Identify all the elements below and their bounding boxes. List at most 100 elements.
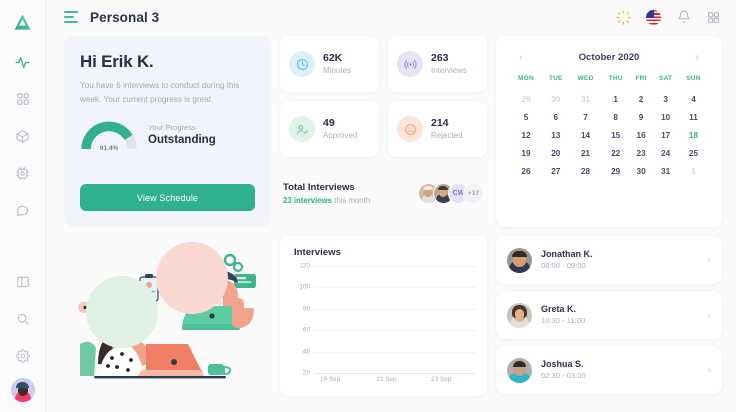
calendar-day[interactable]: 30 (551, 94, 561, 104)
chevron-right-icon[interactable]: › (707, 364, 711, 376)
calendar-day[interactable]: 28 (580, 167, 591, 177)
chart-title: Interviews (294, 247, 341, 258)
interviewee-name: Jonathan K. (541, 249, 593, 260)
stat-card-approved[interactable]: 49 Approved (280, 101, 379, 157)
illus-blob-green (86, 276, 158, 348)
calendar-day[interactable]: 23 (636, 149, 646, 159)
y-tick: 80 (302, 305, 310, 313)
sun-glyph (616, 9, 631, 25)
x-tick: 21 Sep (376, 376, 397, 383)
calendar-day[interactable]: 21 (580, 149, 591, 159)
chart-y-axis: 120 100 80 60 40 20 (290, 263, 312, 377)
stat-card-interviews[interactable]: 263 Interviews (388, 36, 487, 92)
calendar-day[interactable]: 1 (613, 94, 618, 104)
sidebar-item-activity[interactable] (8, 47, 38, 77)
stat-card-rejected[interactable]: 214 Rejected (388, 101, 487, 157)
stat-caption: Interviews (431, 65, 468, 75)
progress-section: 91.4% Your Progress Outstanding (80, 117, 255, 153)
calendar-month-label: October 2020 (578, 51, 640, 63)
calendar-day[interactable]: 13 (551, 130, 561, 140)
chevron-right-icon[interactable]: › (707, 309, 711, 321)
list-item[interactable]: Joshua S. 02:30 - 03:00 › (496, 346, 722, 394)
gridline (314, 330, 475, 332)
calendar-day[interactable]: 24 (661, 149, 671, 159)
cpu-icon (16, 166, 29, 180)
calendar-weekday: SUN (686, 75, 701, 82)
stat-card-minutes[interactable]: 62K Minutes (280, 36, 379, 92)
progress-status: Outstanding (148, 133, 216, 146)
sidebar-item-grid[interactable] (8, 84, 38, 114)
triangle-logo[interactable] (8, 7, 38, 37)
sidebar-item-messages[interactable] (8, 195, 38, 225)
participant-avatar-more[interactable]: +17 (463, 182, 484, 204)
calendar-day[interactable]: 15 (611, 130, 621, 140)
settings-gear-icon (15, 349, 30, 363)
calendar-day[interactable]: 29 (521, 94, 531, 104)
bell-icon[interactable] (675, 9, 692, 26)
calendar-day[interactable]: 9 (638, 112, 644, 122)
main-region: Personal 3 (46, 0, 736, 412)
calendar-day[interactable]: 3 (663, 94, 668, 104)
calendar-day[interactable]: 10 (661, 112, 671, 122)
gridline (314, 266, 475, 267)
calendar-day-selected[interactable]: 18 (688, 130, 699, 140)
apps-grid-icon[interactable] (705, 9, 722, 26)
clock-icon (289, 51, 315, 77)
sidebar-item-package[interactable] (8, 121, 38, 151)
calendar-day[interactable]: 31 (661, 167, 671, 177)
calendar-day[interactable]: 31 (580, 94, 591, 104)
calendar-day[interactable]: 26 (521, 167, 531, 177)
interview-time: 08:00 - 09:00 (541, 260, 586, 270)
view-schedule-button[interactable]: View Schedule (80, 184, 255, 211)
calendar-day[interactable]: 30 (636, 167, 646, 177)
chart-plot-area: 120 100 80 60 40 20 (290, 263, 477, 388)
chevron-left-icon[interactable]: ‹ (519, 51, 523, 63)
calendar-day[interactable]: 14 (580, 130, 591, 140)
flag-us-glyph (646, 9, 661, 25)
participant-avatar-stack[interactable]: CW +17 (418, 182, 484, 204)
avatar[interactable] (10, 378, 35, 402)
calendar-day[interactable]: 11 (689, 112, 698, 122)
calendar-weekday: MON (517, 75, 534, 82)
calendar-day[interactable]: 16 (636, 130, 646, 140)
calendar-day[interactable]: 29 (611, 167, 621, 177)
flag-us-icon[interactable] (645, 9, 662, 26)
clock-glyph (296, 58, 308, 70)
calendar-day[interactable]: 7 (583, 112, 588, 122)
calendar-day[interactable]: 5 (523, 112, 529, 122)
chevron-right-icon[interactable]: › (707, 254, 711, 266)
avatar (507, 302, 532, 328)
stat-text-rejected: 214 Rejected (431, 117, 463, 140)
chat-bubble-icon (16, 205, 29, 216)
sidebar-item-search[interactable] (8, 304, 38, 334)
activity-icon (15, 56, 30, 68)
calendar-day[interactable]: 20 (551, 149, 561, 159)
calendar-day[interactable]: 17 (661, 130, 671, 140)
calendar-week-row: 5 6 7 8 9 10 11 (510, 108, 708, 126)
calendar-day[interactable]: 8 (613, 112, 618, 122)
stat-caption: Minutes (323, 65, 352, 75)
welcome-message: You have 6 interviews to conduct during … (80, 81, 240, 104)
top-bar: Personal 3 (46, 0, 736, 34)
calendar-day[interactable]: 19 (521, 149, 531, 159)
list-item-text: Greta K. 10:30 - 11:00 (541, 303, 585, 326)
calendar-day[interactable]: 2 (638, 94, 644, 104)
hamburger-icon[interactable] (64, 11, 80, 23)
calendar-day[interactable]: 12 (521, 130, 531, 140)
calendar-day[interactable]: 6 (553, 112, 559, 122)
list-item[interactable]: Greta K. 10:30 - 11:00 › (496, 291, 722, 339)
calendar-day[interactable]: 22 (611, 149, 621, 159)
layout-panel-icon (16, 276, 29, 288)
chevron-right-icon[interactable]: › (695, 51, 699, 63)
calendar-day[interactable]: 27 (551, 167, 561, 177)
calendar-day[interactable]: 25 (688, 149, 699, 159)
progress-percent: 91.4% (99, 145, 119, 153)
apps-grid-glyph (708, 11, 719, 23)
sidebar-item-cpu[interactable] (8, 158, 38, 188)
sidebar-item-settings[interactable] (8, 341, 38, 371)
sidebar-item-layout[interactable] (8, 267, 38, 297)
list-item[interactable]: Jonathan K. 08:00 - 09:00 › (496, 236, 722, 284)
calendar-day[interactable]: 4 (691, 94, 696, 104)
sun-icon[interactable] (615, 9, 632, 26)
calendar-day[interactable]: 1 (691, 167, 696, 177)
